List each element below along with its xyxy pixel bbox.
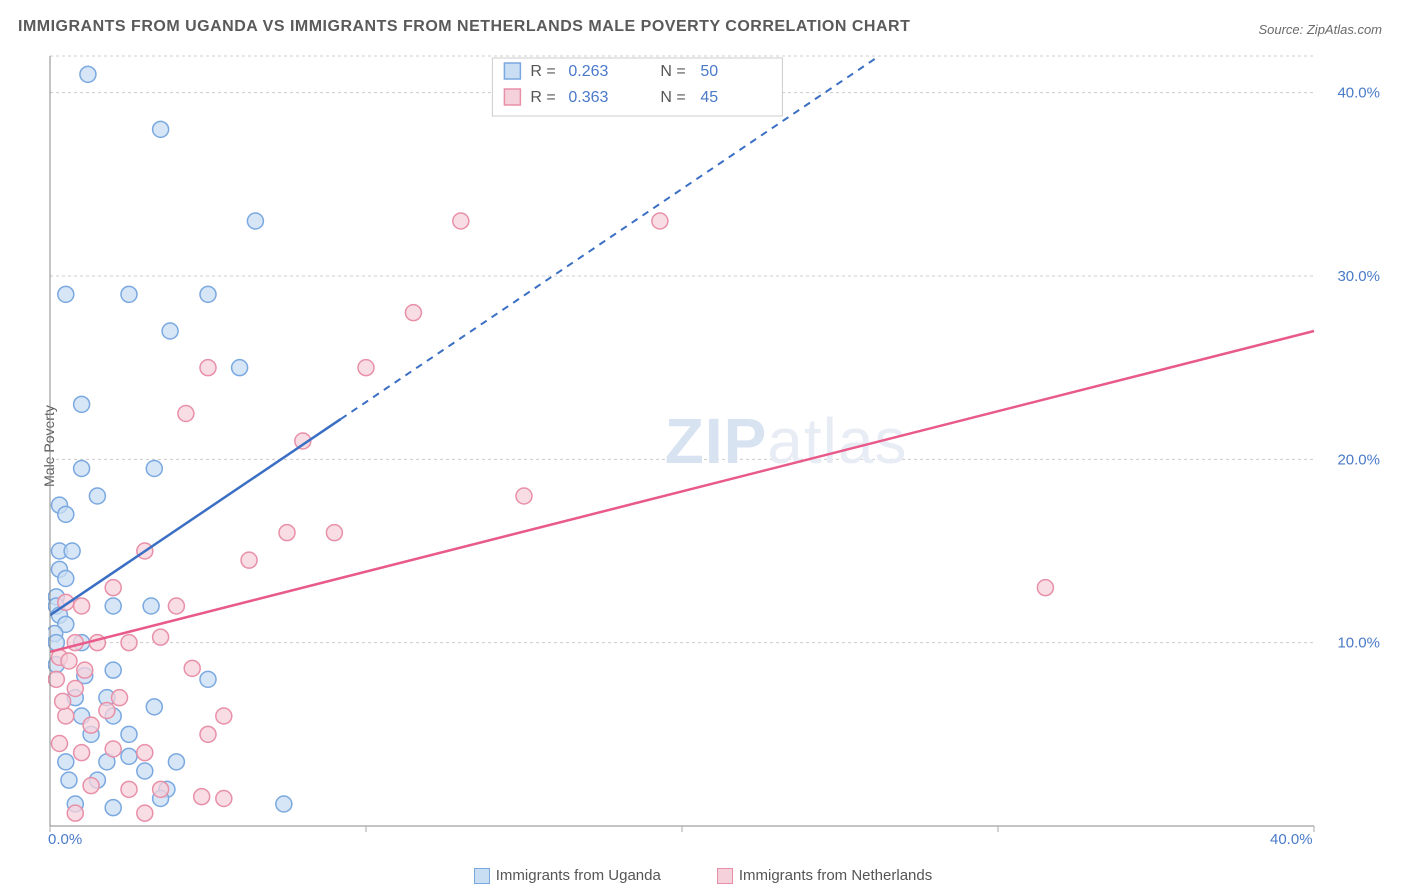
- scatter-point: [216, 791, 232, 807]
- scatter-point: [178, 406, 194, 422]
- bottom-legend-item: Immigrants from Uganda: [474, 867, 661, 884]
- chart-title: IMMIGRANTS FROM UGANDA VS IMMIGRANTS FRO…: [18, 18, 910, 36]
- trend-line-solid: [50, 331, 1314, 652]
- legend-r-label: R =: [530, 89, 555, 106]
- scatter-point: [58, 708, 74, 724]
- scatter-point: [105, 800, 121, 816]
- scatter-point: [51, 736, 67, 752]
- legend-r-value: 0.363: [568, 89, 608, 106]
- scatter-point: [153, 629, 169, 645]
- scatter-point: [48, 671, 64, 687]
- y-tick-label: 30.0%: [1337, 268, 1380, 285]
- scatter-point: [247, 213, 263, 229]
- y-tick-label: 20.0%: [1337, 451, 1380, 468]
- chart-svg: 10.0%20.0%30.0%40.0%ZIPatlas0.0%40.0%R =…: [48, 48, 1390, 846]
- scatter-point: [55, 693, 71, 709]
- legend-swatch: [474, 868, 490, 884]
- x-tick-label: 40.0%: [1270, 831, 1313, 846]
- legend-r-label: R =: [530, 63, 555, 80]
- scatter-point: [121, 781, 137, 797]
- y-tick-label: 10.0%: [1337, 635, 1380, 652]
- scatter-point: [83, 717, 99, 733]
- scatter-point: [61, 772, 77, 788]
- scatter-point: [241, 552, 257, 568]
- bottom-legend-item: Immigrants from Netherlands: [717, 867, 932, 884]
- legend-n-label: N =: [660, 63, 685, 80]
- scatter-point: [146, 699, 162, 715]
- scatter-point: [64, 543, 80, 559]
- scatter-point: [168, 754, 184, 770]
- scatter-point: [516, 488, 532, 504]
- scatter-point: [112, 690, 128, 706]
- scatter-point: [168, 598, 184, 614]
- scatter-point: [67, 635, 83, 651]
- scatter-point: [58, 506, 74, 522]
- scatter-point: [184, 660, 200, 676]
- scatter-point: [83, 778, 99, 794]
- scatter-point: [58, 754, 74, 770]
- scatter-point: [279, 525, 295, 541]
- scatter-point: [61, 653, 77, 669]
- scatter-point: [216, 708, 232, 724]
- scatter-point: [74, 598, 90, 614]
- scatter-point: [67, 805, 83, 821]
- scatter-point: [67, 681, 83, 697]
- scatter-point: [121, 635, 137, 651]
- scatter-point: [326, 525, 342, 541]
- scatter-point: [89, 635, 105, 651]
- scatter-point: [153, 781, 169, 797]
- scatter-point: [143, 598, 159, 614]
- legend-label: Immigrants from Netherlands: [739, 867, 932, 884]
- scatter-point: [276, 796, 292, 812]
- scatter-point: [105, 598, 121, 614]
- scatter-point: [89, 488, 105, 504]
- scatter-point: [137, 745, 153, 761]
- scatter-point: [194, 789, 210, 805]
- scatter-point: [162, 323, 178, 339]
- bottom-legend: Immigrants from Uganda Immigrants from Ne…: [0, 867, 1406, 884]
- legend-swatch: [504, 63, 520, 79]
- scatter-point: [200, 726, 216, 742]
- scatter-point: [74, 396, 90, 412]
- scatter-point: [652, 213, 668, 229]
- legend-swatch: [717, 868, 733, 884]
- scatter-point: [121, 286, 137, 302]
- scatter-point: [200, 360, 216, 376]
- scatter-point: [200, 286, 216, 302]
- scatter-point: [121, 726, 137, 742]
- scatter-point: [1037, 580, 1053, 596]
- legend-label: Immigrants from Uganda: [496, 867, 661, 884]
- scatter-point: [74, 745, 90, 761]
- legend-r-value: 0.263: [568, 63, 608, 80]
- scatter-point: [105, 662, 121, 678]
- scatter-point: [153, 121, 169, 137]
- legend-n-value: 45: [700, 89, 718, 106]
- x-tick-label: 0.0%: [48, 831, 82, 846]
- chart-plot-area: 10.0%20.0%30.0%40.0%ZIPatlas0.0%40.0%R =…: [48, 48, 1390, 846]
- scatter-point: [105, 580, 121, 596]
- scatter-point: [121, 748, 137, 764]
- legend-n-value: 50: [700, 63, 718, 80]
- scatter-point: [232, 360, 248, 376]
- scatter-point: [358, 360, 374, 376]
- scatter-point: [453, 213, 469, 229]
- scatter-point: [58, 571, 74, 587]
- legend-swatch: [504, 89, 520, 105]
- scatter-point: [77, 662, 93, 678]
- scatter-point: [80, 66, 96, 82]
- scatter-point: [146, 461, 162, 477]
- scatter-point: [105, 741, 121, 757]
- scatter-point: [405, 305, 421, 321]
- trend-line-solid: [50, 419, 341, 615]
- scatter-point: [99, 703, 115, 719]
- y-tick-label: 40.0%: [1337, 85, 1380, 102]
- scatter-point: [58, 286, 74, 302]
- scatter-point: [74, 461, 90, 477]
- scatter-point: [200, 671, 216, 687]
- source-attribution: Source: ZipAtlas.com: [1258, 22, 1382, 37]
- legend-n-label: N =: [660, 89, 685, 106]
- scatter-point: [137, 805, 153, 821]
- scatter-point: [137, 763, 153, 779]
